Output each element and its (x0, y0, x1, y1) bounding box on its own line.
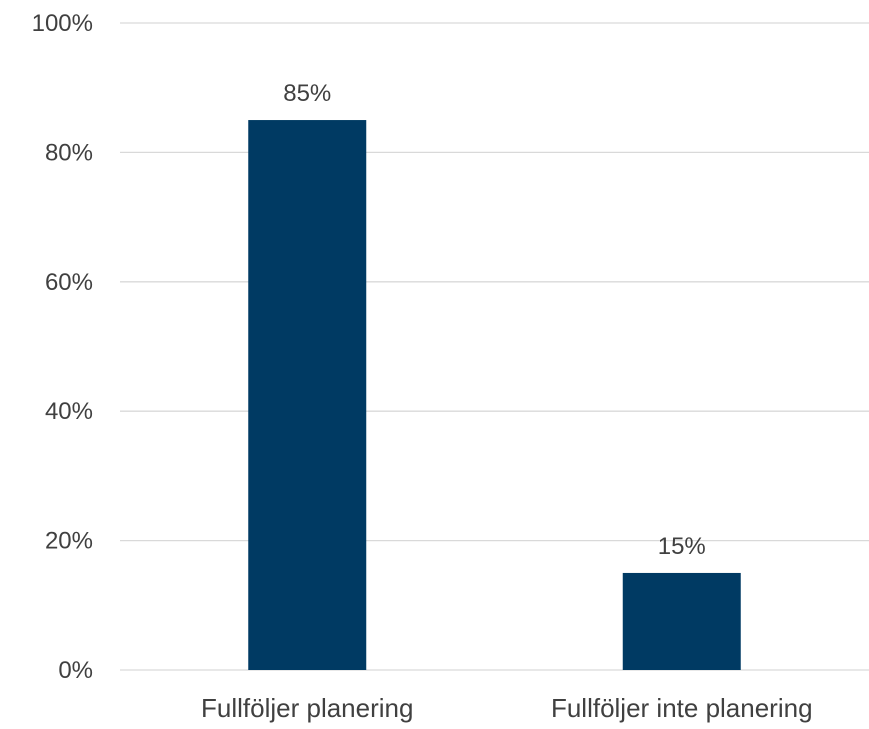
bar (622, 572, 741, 670)
y-tick-label: 20% (45, 528, 93, 555)
gridlines (120, 22, 869, 671)
y-tick-label: 60% (45, 269, 93, 296)
y-tick-label: 40% (45, 398, 93, 425)
y-tick-label: 100% (32, 10, 93, 37)
x-category-label: Fullföljer inte planering (551, 693, 813, 723)
y-tick-label: 80% (45, 139, 93, 166)
data-labels: 85% 15% (283, 80, 706, 560)
x-axis-category-labels: Fullföljer planering Fullföljer inte plan… (201, 693, 813, 723)
y-tick-label: 0% (58, 657, 93, 684)
y-axis-tick-labels: 0% 20% 40% 60% 80% 100% (32, 10, 93, 684)
data-label: 15% (658, 533, 706, 560)
bar (248, 120, 367, 671)
bars (248, 120, 741, 671)
x-category-label: Fullföljer planering (201, 693, 413, 723)
data-label: 85% (283, 80, 331, 107)
